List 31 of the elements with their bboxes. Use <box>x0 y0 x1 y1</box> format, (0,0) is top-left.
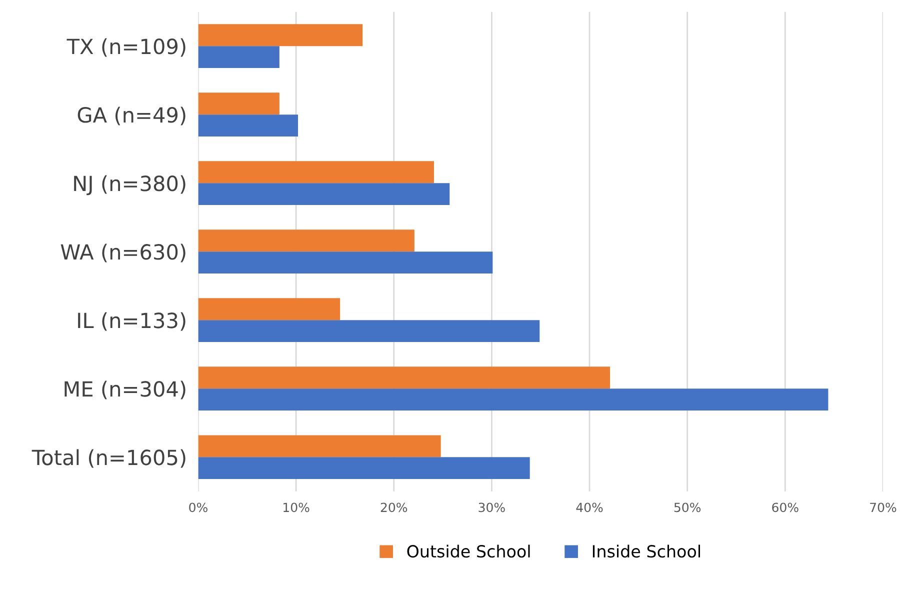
x-tick-label: 60% <box>772 502 798 512</box>
x-tick-label: 0% <box>189 502 208 512</box>
x-tick-label: 50% <box>674 502 701 512</box>
bar <box>198 252 493 274</box>
bar <box>198 457 530 480</box>
y-tick-label: NJ (n=380) <box>74 175 186 196</box>
y-tick-label: IL (n=133) <box>78 312 186 331</box>
bar <box>198 161 434 184</box>
legend-label: Outside School <box>407 544 530 558</box>
bar <box>198 46 280 68</box>
y-tick-label: GA (n=49) <box>78 106 186 126</box>
bar <box>198 298 340 320</box>
bar <box>198 320 540 342</box>
legend-label: Inside School <box>592 544 700 558</box>
bar <box>198 366 610 389</box>
y-tick-label: Total (n=1605) <box>32 449 186 468</box>
bar <box>198 92 280 115</box>
y-tick-label: WA (n=630) <box>60 244 186 262</box>
bar <box>198 183 450 206</box>
x-tick-label: 30% <box>478 502 505 512</box>
bar <box>198 114 298 137</box>
bar <box>198 435 441 458</box>
bar <box>198 230 414 252</box>
bar <box>198 24 363 46</box>
x-tick-label: 10% <box>284 502 310 512</box>
x-tick-label: 20% <box>380 502 408 512</box>
x-tick-label: 40% <box>576 502 603 512</box>
y-tick-label: TX (n=109) <box>66 38 186 57</box>
x-tick-label: 70% <box>870 502 896 512</box>
bar <box>198 388 828 411</box>
y-tick-label: ME (n=304) <box>64 380 186 400</box>
